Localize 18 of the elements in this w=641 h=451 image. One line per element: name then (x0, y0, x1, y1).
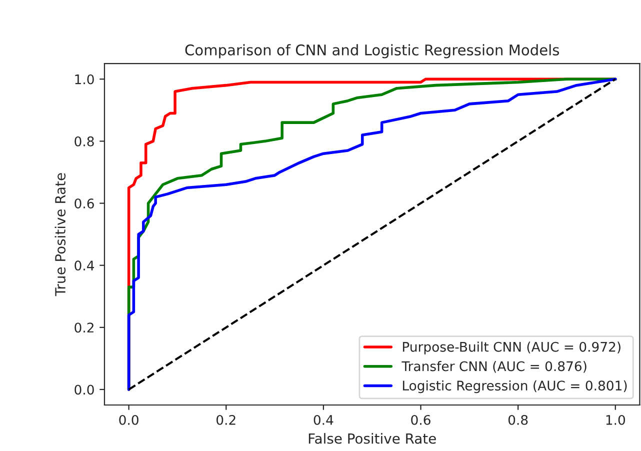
y-tick-label: 0.0 (74, 384, 94, 395)
y-tick-label: 0.2 (74, 322, 94, 333)
y-tick-label: 0.8 (74, 136, 94, 146)
legend-label: Transfer CNN (AUC = 0.876) (402, 360, 586, 373)
x-tick-label: 0.2 (216, 414, 236, 425)
x-tick-label: 1.0 (606, 414, 626, 425)
x-axis-title: False Positive Rate (308, 433, 436, 444)
x-tick-label: 0.0 (119, 414, 138, 425)
y-tick-label: 1.0 (75, 74, 94, 84)
legend-label: Logistic Regression (AUC = 0.801) (402, 380, 627, 394)
y-axis-title: True Positive Rate (54, 173, 66, 296)
x-tick-label: 0.8 (508, 414, 528, 425)
chart-title: Comparison of CNN and Logistic Regression Models (185, 44, 560, 58)
y-tick-label: 0.4 (74, 260, 94, 271)
x-tick-label: 0.4 (314, 414, 334, 425)
x-tick-label: 0.6 (411, 414, 430, 425)
legend-label: Purpose-Built CNN (AUC = 0.972) (402, 342, 620, 354)
y-tick-label: 0.6 (74, 198, 94, 208)
